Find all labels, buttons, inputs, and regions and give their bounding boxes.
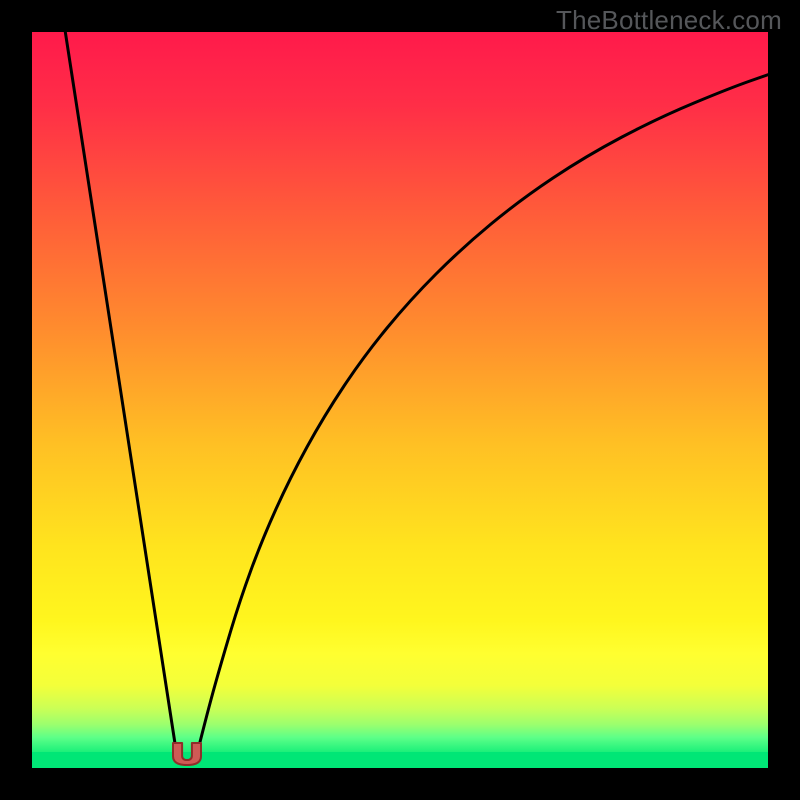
chart-stage: TheBottleneck.com <box>0 0 800 800</box>
watermark-text: TheBottleneck.com <box>556 5 782 36</box>
plot-bottom-gradient-band <box>32 654 768 752</box>
plot-bottom-green-strip <box>32 752 768 768</box>
